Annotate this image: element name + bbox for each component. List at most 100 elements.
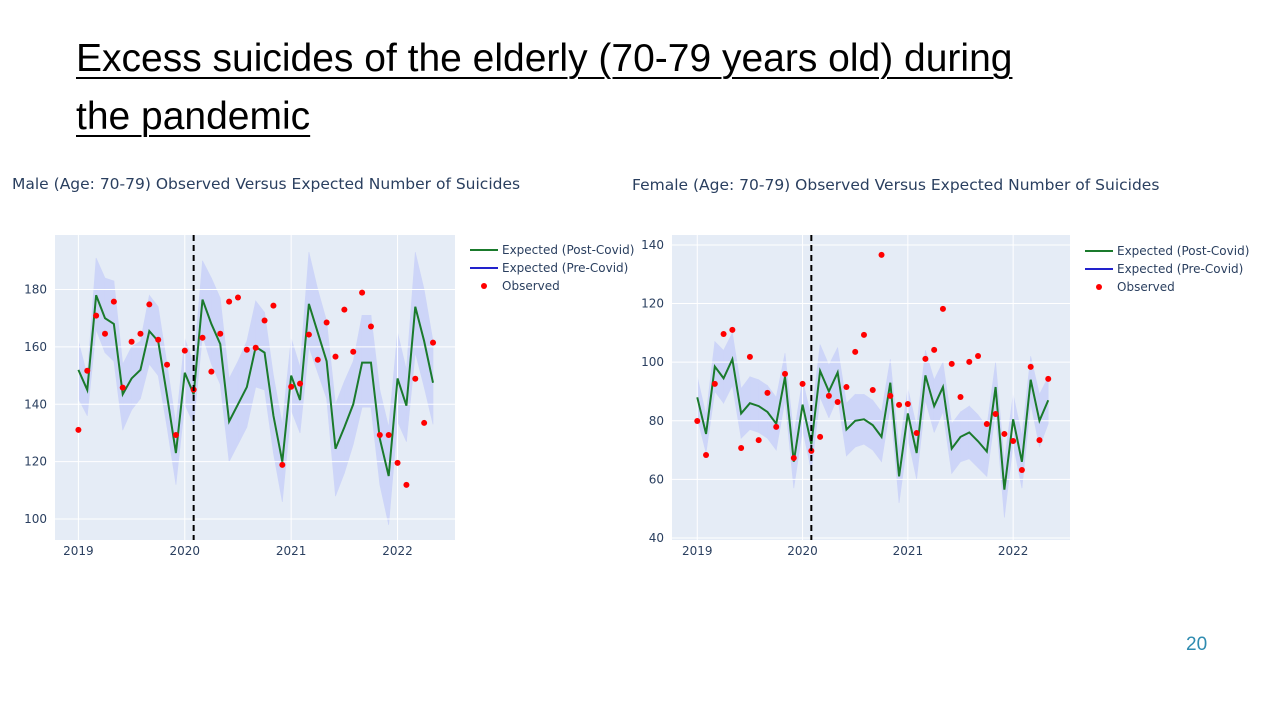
x-tick-label: 2020: [170, 544, 201, 558]
observed-point: [773, 423, 780, 430]
observed-point: [288, 383, 295, 390]
observed-point: [75, 426, 82, 433]
confidence-band: [423, 289, 434, 425]
chart: Female (Age: 70-79) Observed Versus Expe…: [632, 176, 1249, 558]
observed-point: [975, 353, 982, 360]
observed-point: [896, 401, 903, 408]
observed-point: [359, 289, 366, 296]
observed-point: [922, 355, 929, 362]
y-tick-label: 160: [24, 340, 47, 354]
y-tick-label: 140: [641, 238, 664, 252]
observed-point: [1010, 437, 1017, 444]
legend-label: Observed: [1117, 280, 1175, 294]
legend-label: Observed: [502, 279, 560, 293]
observed-point: [208, 368, 215, 375]
observed-point: [966, 358, 973, 365]
observed-point: [217, 330, 224, 337]
observed-point: [261, 317, 268, 324]
observed-point: [84, 367, 91, 374]
observed-point: [983, 420, 990, 427]
observed-point: [711, 380, 718, 387]
y-tick-label: 80: [649, 414, 664, 428]
page-number: 20: [1186, 634, 1208, 655]
observed-point: [957, 394, 964, 401]
y-tick-label: 100: [641, 355, 664, 369]
y-tick-label: 180: [24, 283, 47, 297]
observed-point: [799, 380, 806, 387]
observed-point: [394, 459, 401, 466]
observed-point: [878, 251, 885, 258]
legend-marker: [1096, 284, 1102, 290]
slide-title: Excess suicides of the elderly (70-79 ye…: [76, 37, 1013, 138]
observed-point: [887, 392, 894, 399]
observed-point: [764, 389, 771, 396]
observed-point: [199, 334, 206, 341]
legend-marker: [481, 283, 487, 289]
observed-point: [323, 319, 330, 326]
observed-point: [421, 419, 428, 426]
y-tick-label: 40: [649, 531, 664, 545]
observed-point: [385, 431, 392, 438]
observed-point: [376, 431, 383, 438]
observed-point: [852, 348, 859, 355]
observed-point: [172, 431, 179, 438]
observed-point: [913, 430, 920, 437]
observed-point: [703, 452, 710, 459]
x-tick-label: 2019: [682, 544, 713, 558]
observed-point: [297, 380, 304, 387]
observed-point: [234, 294, 241, 301]
observed-point: [137, 330, 144, 337]
observed-point: [992, 411, 999, 418]
y-tick-label: 140: [24, 397, 47, 411]
observed-point: [817, 433, 824, 440]
observed-point: [128, 338, 135, 345]
observed-point: [243, 346, 250, 353]
observed-point: [834, 399, 841, 406]
confidence-band: [131, 340, 141, 411]
observed-point: [332, 353, 339, 360]
x-tick-label: 2021: [893, 544, 924, 558]
observed-point: [164, 361, 171, 368]
observed-point: [948, 360, 955, 367]
chart-title: Male (Age: 70-79) Observed Versus Expect…: [12, 175, 520, 193]
observed-point: [226, 298, 233, 305]
x-tick-label: 2022: [998, 544, 1029, 558]
observed-point: [305, 331, 312, 338]
observed-point: [738, 445, 745, 452]
observed-point: [755, 437, 762, 444]
x-tick-label: 2020: [787, 544, 818, 558]
observed-point: [155, 336, 162, 343]
x-tick-label: 2019: [63, 544, 94, 558]
observed-point: [746, 353, 753, 360]
observed-point: [904, 401, 911, 408]
observed-point: [350, 348, 357, 355]
observed-point: [252, 344, 259, 351]
observed-point: [341, 306, 348, 313]
observed-point: [181, 347, 188, 354]
observed-point: [1045, 375, 1052, 382]
chart: Male (Age: 70-79) Observed Versus Expect…: [12, 175, 634, 558]
x-tick-label: 2021: [276, 544, 307, 558]
observed-point: [412, 375, 419, 382]
observed-point: [93, 312, 100, 319]
legend-label: Expected (Post-Covid): [502, 243, 634, 257]
observed-point: [102, 330, 108, 337]
observed-point: [110, 298, 117, 305]
observed-point: [931, 346, 938, 353]
observed-point: [939, 305, 946, 312]
observed-point: [869, 386, 876, 393]
legend-label: Expected (Pre-Covid): [1117, 262, 1243, 276]
observed-point: [1018, 466, 1025, 473]
observed-point: [367, 323, 374, 330]
observed-point: [270, 302, 277, 309]
observed-point: [1036, 437, 1043, 444]
chart-title: Female (Age: 70-79) Observed Versus Expe…: [632, 176, 1159, 194]
observed-point: [1027, 363, 1034, 370]
observed-point: [729, 326, 736, 333]
observed-point: [119, 384, 126, 391]
observed-point: [430, 339, 437, 346]
observed-point: [825, 392, 832, 399]
observed-point: [1001, 430, 1008, 437]
x-tick-label: 2022: [382, 544, 413, 558]
